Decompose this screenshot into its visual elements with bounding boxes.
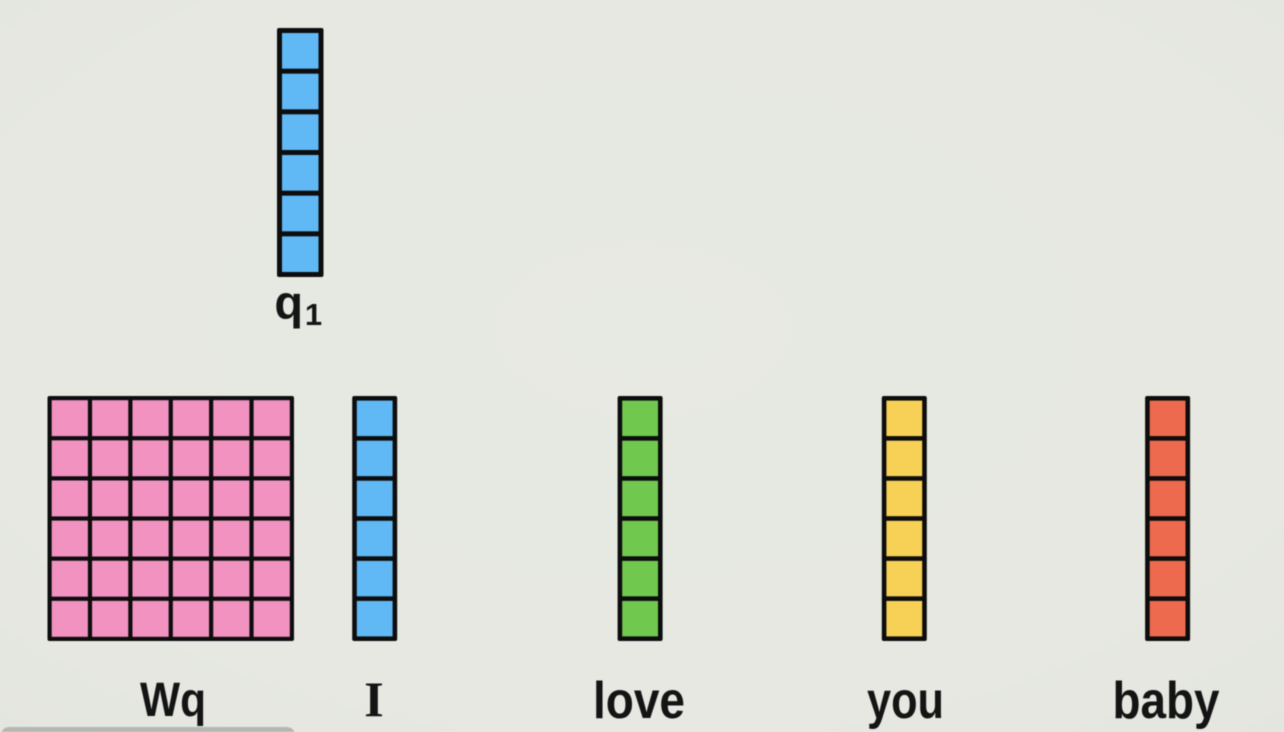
svg-text:Wq: Wq (140, 674, 206, 727)
svg-text:q: q (274, 276, 303, 329)
svg-text:you: you (867, 672, 944, 730)
svg-text:1: 1 (305, 297, 322, 332)
svg-text:love: love (593, 672, 685, 730)
svg-text:baby: baby (1113, 672, 1220, 730)
svg-text:I: I (364, 671, 383, 727)
